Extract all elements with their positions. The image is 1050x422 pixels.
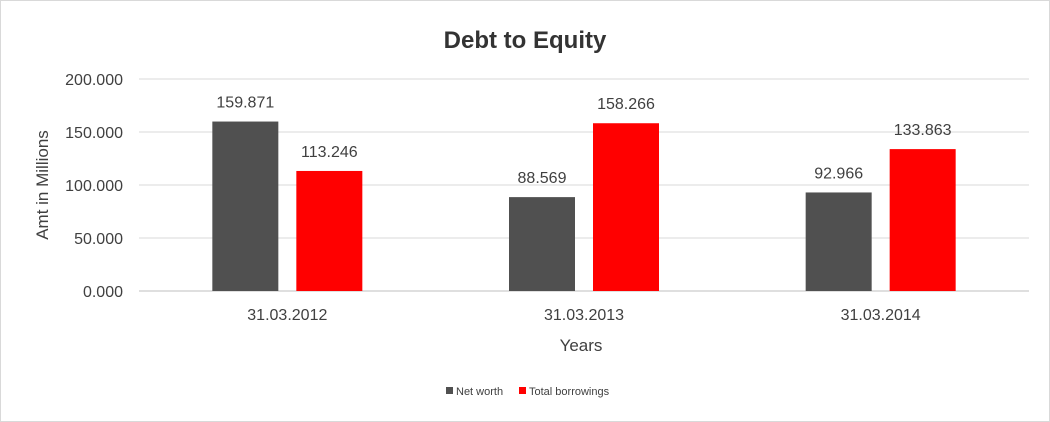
bar-total-borrowings <box>296 170 363 291</box>
x-tick-label: 31.03.2014 <box>841 307 921 324</box>
y-axis-ticks: 0.000 50.000 100.000 150.000 200.000 <box>65 72 123 301</box>
bar-total-borrowings <box>889 149 956 291</box>
y-tick-label: 150.000 <box>65 125 123 142</box>
y-axis-title: Amt in Millions <box>33 130 52 240</box>
y-tick-label: 0.000 <box>83 284 123 301</box>
x-axis-title: Years <box>560 336 603 355</box>
bar-net-worth <box>212 121 279 291</box>
data-labels: 159.871 113.246 88.569 158.266 92.966 133.863 <box>216 95 951 188</box>
data-label: 88.569 <box>518 170 567 187</box>
chart-title: Debt to Equity <box>444 27 607 54</box>
legend-swatch <box>519 387 526 394</box>
legend-swatch <box>446 387 453 394</box>
data-label: 92.966 <box>814 165 863 182</box>
bars <box>212 121 956 291</box>
legend-label: Net worth <box>456 386 503 398</box>
data-label: 133.863 <box>894 122 952 139</box>
bar-net-worth <box>805 192 872 291</box>
x-tick-label: 31.03.2012 <box>247 307 327 324</box>
y-tick-label: 200.000 <box>65 72 123 89</box>
legend-label: Total borrowings <box>529 386 610 398</box>
data-label: 159.871 <box>216 95 274 112</box>
legend: Net worth Total borrowings <box>446 386 610 398</box>
bar-net-worth <box>509 197 575 291</box>
data-label: 113.246 <box>301 144 358 161</box>
gridlines <box>139 78 1029 292</box>
x-axis-ticks: 31.03.2012 31.03.2013 31.03.2014 <box>247 307 921 324</box>
bar-total-borrowings <box>593 123 659 291</box>
y-tick-label: 50.000 <box>74 231 123 248</box>
x-tick-label: 31.03.2013 <box>544 307 624 324</box>
data-label: 158.266 <box>597 96 655 113</box>
y-tick-label: 100.000 <box>65 178 123 195</box>
